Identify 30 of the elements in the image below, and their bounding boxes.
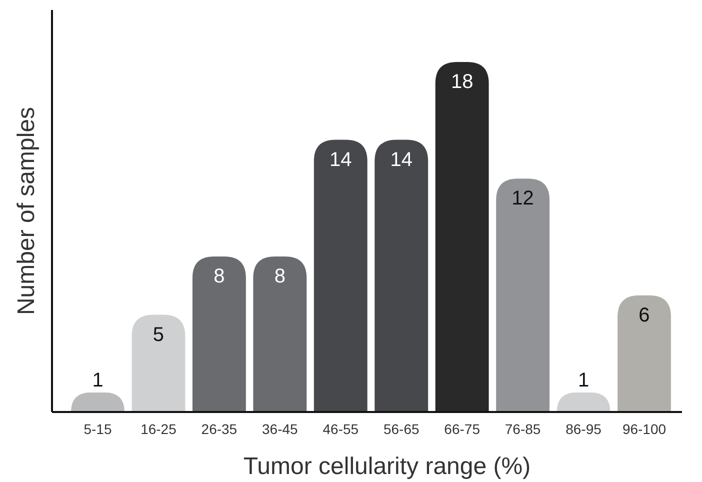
data-label: 14 — [390, 148, 412, 171]
data-label: 1 — [578, 370, 590, 392]
bar — [192, 256, 246, 412]
bar — [435, 62, 489, 412]
data-label: 6 — [638, 304, 650, 326]
data-label: 8 — [214, 265, 225, 288]
bar — [618, 295, 671, 412]
data-label: 18 — [450, 71, 474, 93]
x-tick-label: 26-35 — [201, 421, 238, 437]
x-tick-label: 16-25 — [140, 421, 177, 437]
bar — [132, 314, 186, 412]
data-label: 5 — [152, 324, 164, 346]
x-tick-label: 96-100 — [622, 421, 666, 437]
bar — [253, 256, 307, 412]
bar — [496, 178, 550, 412]
x-tick-label: 56-65 — [383, 421, 420, 437]
x-tick-label: 66-75 — [444, 421, 480, 437]
x-tick-label: 46-55 — [322, 421, 359, 437]
bar — [314, 140, 368, 412]
y-axis-title: Number of samples — [13, 106, 40, 316]
x-tick-label: 86-95 — [566, 421, 602, 437]
x-tick-label: 36-45 — [262, 421, 298, 437]
data-label: 12 — [512, 188, 534, 210]
x-axis-title: Tumor cellularity range (%) — [243, 453, 531, 480]
data-label: 8 — [274, 265, 286, 288]
x-tick-label: 76-85 — [504, 421, 541, 437]
data-label: 14 — [330, 148, 352, 171]
data-label: 1 — [92, 370, 104, 392]
bar — [374, 140, 428, 412]
x-tick-label: 5-15 — [84, 421, 112, 437]
